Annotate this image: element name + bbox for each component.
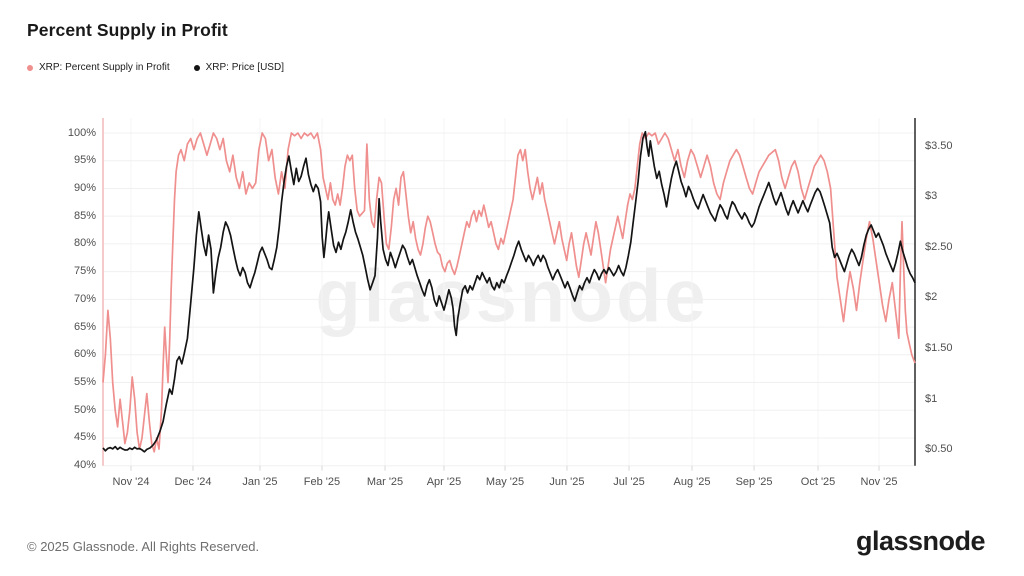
x-axis-tick-label: Sep '25 — [735, 476, 773, 488]
legend-label: XRP: Percent Supply in Profit — [39, 62, 170, 73]
y-axis-left-tick-label: 95% — [73, 154, 96, 167]
y-axis-left-tick-label: 75% — [73, 265, 96, 278]
y-axis-right-tick-label: $2.50 — [925, 240, 953, 253]
y-axis-left-tick-label: 90% — [73, 181, 96, 194]
x-axis-tick-label: May '25 — [485, 476, 525, 488]
x-axis-tick-label: Dec '24 — [174, 476, 212, 488]
y-axis-left-tick-label: 40% — [73, 459, 96, 472]
copyright-text: © 2025 Glassnode. All Rights Reserved. — [27, 539, 260, 554]
y-axis-left-tick-label: 60% — [73, 348, 96, 361]
y-axis-right-tick-label: $1.50 — [925, 342, 953, 355]
y-axis-right-tick-label: $0.50 — [925, 443, 953, 456]
y-axis-left-tick-label: 100% — [67, 126, 96, 139]
y-axis-right-tick-label: $3 — [925, 190, 938, 203]
x-axis-tick-label: Mar '25 — [366, 476, 404, 488]
pink-series-dot-icon — [27, 64, 33, 71]
y-axis-left-tick-label: 85% — [73, 209, 96, 222]
y-axis-right-tick-label: $1 — [925, 392, 938, 405]
x-axis-tick-label: Jan '25 — [242, 476, 278, 488]
y-axis-left-tick-label: 70% — [73, 292, 96, 305]
percent-supply-in-profit-line — [102, 132, 916, 453]
x-axis-tick-label: Apr '25 — [426, 476, 462, 488]
y-axis-left-tick-label: 65% — [73, 320, 96, 333]
legend-label: XRP: Price [USD] — [205, 62, 284, 73]
legend-item-price[interactable]: XRP: Price [USD] — [193, 62, 284, 73]
legend-item-percent-supply[interactable]: XRP: Percent Supply in Profit — [27, 62, 170, 73]
x-axis-tick-label: Nov '25 — [860, 476, 898, 488]
y-axis-left-tick-label: 45% — [73, 431, 96, 444]
y-axis-left-tick-label: 80% — [73, 237, 96, 250]
glassnode-logo[interactable]: glassnode — [855, 526, 986, 556]
x-axis-tick-label: Jun '25 — [549, 476, 585, 488]
x-axis-tick-label: Nov '24 — [112, 476, 150, 488]
legend: XRP: Percent Supply in Profit XRP: Price… — [27, 62, 284, 73]
y-axis-left-tick-label: 55% — [73, 376, 96, 389]
price-usd-line — [102, 130, 916, 453]
y-axis-right-tick-label: $2 — [925, 291, 938, 304]
black-series-dot-icon — [193, 64, 200, 71]
x-axis-tick-label: Jul '25 — [613, 476, 645, 488]
x-axis-tick-label: Feb '25 — [303, 476, 341, 488]
y-axis-left-tick-label: 50% — [73, 403, 96, 416]
x-axis-tick-label: Oct '25 — [800, 476, 836, 488]
x-axis-tick-label: Aug '25 — [673, 476, 711, 488]
y-axis-right-tick-label: $3.50 — [925, 139, 953, 152]
page-title: Percent Supply in Profit — [27, 20, 228, 40]
